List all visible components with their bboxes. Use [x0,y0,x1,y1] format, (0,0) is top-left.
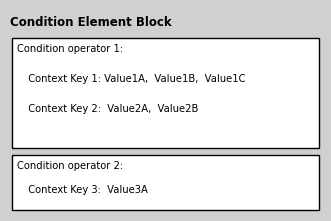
Text: Context Key 2:  Value2A,  Value2B: Context Key 2: Value2A, Value2B [22,104,198,114]
Text: Condition Element Block: Condition Element Block [10,16,172,29]
Text: Condition operator 2:: Condition operator 2: [17,161,123,171]
Text: Condition operator 1:: Condition operator 1: [17,44,123,54]
Bar [12,38,319,148]
Text: Context Key 3:  Value3A: Context Key 3: Value3A [22,185,148,195]
Bar [12,155,319,210]
Text: Context Key 1: Value1A,  Value1B,  Value1C: Context Key 1: Value1A, Value1B, Value1C [22,74,246,84]
